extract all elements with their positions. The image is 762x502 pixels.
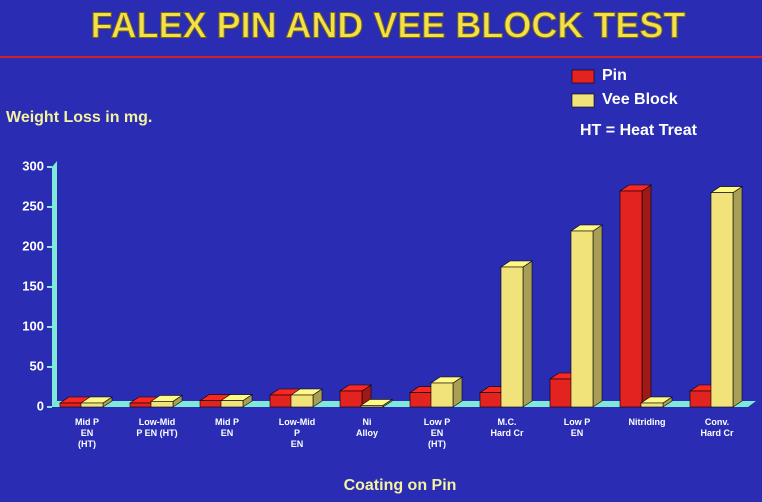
bar (479, 392, 503, 408)
x-tick-label-line: P EN (HT) (136, 428, 177, 438)
bar (640, 402, 664, 408)
y-axis-wall (52, 161, 57, 407)
annotation: HT = Heat Treat (580, 122, 698, 139)
x-tick-label: M.C. Hard Cr (490, 417, 524, 438)
x-tick-label-line: EN (291, 439, 304, 449)
bar (150, 401, 174, 408)
x-tick-label-line: Mid P (215, 417, 239, 427)
bar (199, 400, 223, 408)
bar (570, 230, 594, 408)
x-tick-label-line: EN (431, 428, 444, 438)
bar (500, 266, 524, 408)
x-axis-label: Coating on Pin (344, 477, 457, 494)
chart-title: FALEX PIN AND VEE BLOCK TEST (91, 5, 686, 46)
x-tick-label-line: Low P (424, 417, 451, 427)
legend-swatch (571, 69, 595, 84)
x-tick-label: Mid P EN (HT) (75, 417, 99, 449)
x-tick-label-line: (HT) (428, 439, 446, 449)
y-tick-label: 50 (30, 358, 44, 373)
bar (129, 402, 153, 408)
x-tick-label-line: Low-Mid (279, 417, 316, 427)
x-tick-label: Low-Mid P EN (279, 417, 316, 449)
x-tick-label-line: Low-Mid (139, 417, 176, 427)
y-tick-label: 150 (22, 278, 44, 293)
x-tick-label-line: Alloy (356, 428, 378, 438)
bar (689, 390, 713, 408)
x-tick-label: Ni Alloy (356, 417, 378, 438)
x-tick-label-line: Mid P (75, 417, 99, 427)
x-tick-label-line: Hard Cr (490, 428, 524, 438)
x-tick-label: Low-Mid P EN (HT) (136, 417, 177, 438)
bar-side (592, 224, 603, 408)
bar (339, 390, 363, 408)
legend-label: Vee Block (602, 91, 678, 108)
bar (80, 402, 104, 408)
x-tick-label-line: EN (571, 428, 584, 438)
bar (619, 190, 643, 408)
x-tick-label-line: P (294, 428, 300, 438)
y-tick-label: 250 (22, 198, 44, 213)
legend-label: Pin (602, 67, 627, 84)
x-tick-label-line: Low P (564, 417, 591, 427)
y-tick-label: 100 (22, 318, 44, 333)
bar-side (522, 260, 533, 408)
x-tick-label-line: EN (81, 428, 94, 438)
x-tick-label-line: Nitriding (629, 417, 666, 427)
bar (409, 392, 433, 408)
x-tick-label: Mid P EN (215, 417, 239, 438)
bar (430, 382, 454, 408)
x-tick-label-line: Conv. (705, 417, 729, 427)
bar-side (641, 184, 652, 408)
x-tick-label-line: Ni (363, 417, 372, 427)
y-axis-label: Weight Loss in mg. (6, 109, 152, 126)
x-tick-label-line: (HT) (78, 439, 96, 449)
bar (549, 378, 573, 408)
bar-side (732, 186, 743, 408)
bar (360, 405, 384, 408)
bar (269, 394, 293, 408)
y-tick-label: 200 (22, 238, 44, 253)
x-tick-label-line: Hard Cr (700, 428, 734, 438)
y-tick-label: 0 (37, 398, 44, 413)
x-tick-label-line: M.C. (498, 417, 517, 427)
bar (220, 400, 244, 408)
x-tick-label-line: EN (221, 428, 234, 438)
bar (59, 402, 83, 408)
x-tick-label: Conv. Hard Cr (700, 417, 734, 438)
legend-swatch (571, 93, 595, 108)
x-tick-label: Nitriding (629, 417, 666, 427)
x-tick-label: Low P EN (564, 417, 591, 438)
bar (290, 394, 314, 408)
x-tick-label: Low P EN (HT) (424, 417, 451, 449)
bar (710, 192, 734, 408)
y-tick-label: 300 (22, 158, 44, 173)
